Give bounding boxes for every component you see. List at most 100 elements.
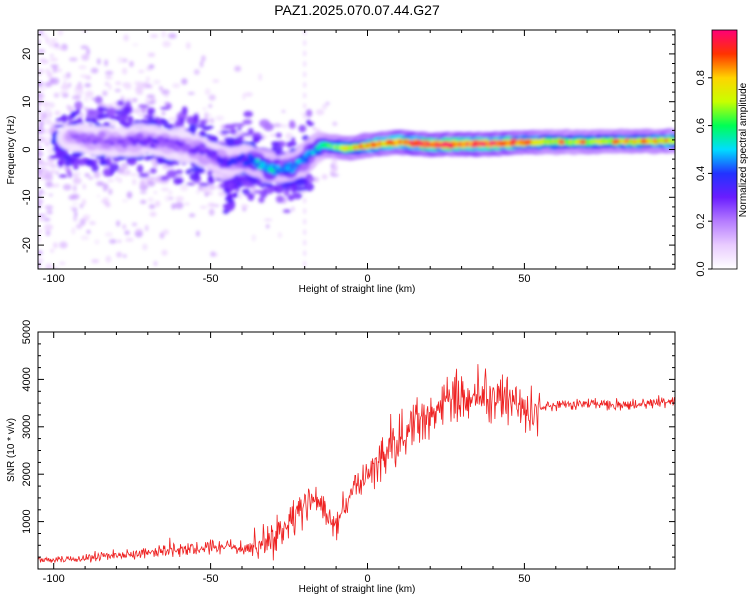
spectrogram-blob [60, 90, 69, 95]
spectrogram-blob [83, 107, 88, 110]
spectrogram-blob [312, 127, 317, 131]
spectrogram-ridge-cell [300, 159, 306, 165]
spectrogram-blob [161, 89, 170, 95]
spectrogram-blob [175, 169, 184, 175]
spectrogram-blob [172, 83, 181, 89]
spectrogram-ytick-label: -10 [21, 189, 33, 205]
spectrogram-blob [148, 64, 155, 69]
spectrogram-blob [186, 116, 195, 125]
spectrogram-blob [54, 110, 61, 116]
spectrogram-blob [132, 43, 139, 46]
snr-ytick-label: 2000 [21, 462, 33, 486]
spectrogram-blob [117, 239, 122, 243]
spectrogram-blob [38, 261, 41, 269]
spectrogram-blob [166, 169, 177, 179]
spectrogram-blob [38, 87, 47, 91]
spectrogram-peak [640, 139, 648, 144]
spectrogram-blob [259, 183, 266, 188]
colorbar-tick-label: 0.8 [695, 70, 707, 85]
spectrogram-blob [164, 94, 170, 98]
spectrogram-blob [193, 69, 200, 75]
spectrogram-ridge-cell [164, 137, 170, 143]
spectrogram-blob [330, 166, 338, 174]
spectrogram-blob [303, 71, 307, 77]
spectrogram-blob [48, 111, 52, 119]
spectrogram-blob [303, 50, 307, 56]
spectrogram-blob [73, 171, 81, 177]
spectrogram-blob [149, 211, 157, 217]
spectrogram-blob [153, 79, 161, 85]
spectrogram-blob [73, 184, 77, 192]
spectrogram-blob [148, 204, 156, 209]
spectrogram-blob [38, 39, 42, 43]
spectrogram-blob [210, 251, 216, 257]
spectrogram-blob [44, 205, 54, 210]
spectrogram-blob [275, 132, 282, 138]
spectrogram-blob [322, 103, 328, 110]
spectrogram-blob [80, 235, 90, 241]
spectrogram-blob [46, 209, 53, 215]
spectrogram-blob [58, 116, 68, 122]
spectrogram-blob [105, 70, 114, 75]
spectrogram-blob [291, 185, 296, 194]
spectrogram-blob [303, 261, 307, 267]
spectrogram-blob [44, 171, 53, 177]
spectrogram-blob [226, 194, 233, 200]
spectrogram-blob [312, 176, 320, 183]
spectrogram-blob [303, 208, 307, 214]
spectrogram-blob [71, 227, 76, 235]
spectrogram-blob [67, 106, 74, 113]
spectrogram-blob [285, 133, 294, 137]
colorbar-tick-label: 0.4 [695, 166, 707, 181]
spectrogram-blob [124, 101, 132, 108]
spectrogram-blob [45, 36, 49, 44]
spectrogram-heatmap [38, 30, 675, 269]
spectrogram-blob [41, 161, 51, 167]
spectrogram-blob [258, 73, 263, 81]
spectrogram-blob [294, 178, 306, 187]
spectrogram-blob [45, 108, 51, 112]
colorbar: 0.0 0.2 0.4 0.6 0.8 Normalized spectral ampl… [695, 29, 749, 277]
spectrogram-blob [263, 218, 273, 222]
spectrogram-blob [330, 173, 339, 177]
spectrogram-blob [86, 48, 90, 56]
spectrogram-blob [38, 30, 43, 36]
spectrogram-blob [38, 151, 44, 157]
spectrogram-blob [38, 158, 44, 166]
spectrogram-blob [58, 174, 68, 178]
spectrogram-blob [241, 132, 252, 137]
spectrogram-blob [77, 83, 83, 91]
spectrogram-blob [123, 34, 129, 42]
spectrogram-blob [140, 199, 147, 204]
spectrogram-blob [50, 169, 56, 173]
spectrogram-blob [138, 70, 145, 73]
spectrogram-blob [146, 94, 156, 99]
spectrogram-peak [407, 141, 415, 145]
spectrogram-ridge-cell [227, 161, 233, 166]
spectrogram-blob [315, 109, 325, 116]
spectrogram-blob [234, 65, 242, 72]
spectrogram-blob [91, 259, 100, 263]
spectrogram-blob [198, 182, 209, 187]
spectrogram-ridge-cell [292, 164, 298, 170]
spectrogram-blob [131, 178, 137, 186]
spectrogram-blob [38, 146, 42, 150]
spectrogram-blob [117, 56, 124, 64]
spectrogram-blob [135, 156, 143, 161]
colorbar-tick-label: 0.6 [695, 118, 707, 133]
spectrogram-blob [109, 115, 119, 120]
spectrogram-blob [68, 57, 78, 62]
spectrogram-blob [283, 189, 290, 197]
spectrogram-xtick-label: -50 [203, 273, 219, 285]
spectrogram-blob [275, 195, 284, 204]
spectrogram-blob [174, 120, 180, 129]
spectrogram-blob [132, 98, 138, 103]
spectrogram-blob [251, 234, 256, 242]
spectrogram-blob [231, 123, 241, 127]
spectrogram-blob [39, 58, 47, 63]
spectrogram-blob [224, 139, 230, 143]
spectrogram-blob [150, 34, 159, 38]
spectrogram-ridge-cell [255, 158, 261, 164]
spectrogram-blob [53, 92, 60, 98]
spectrogram-blob [303, 250, 307, 256]
